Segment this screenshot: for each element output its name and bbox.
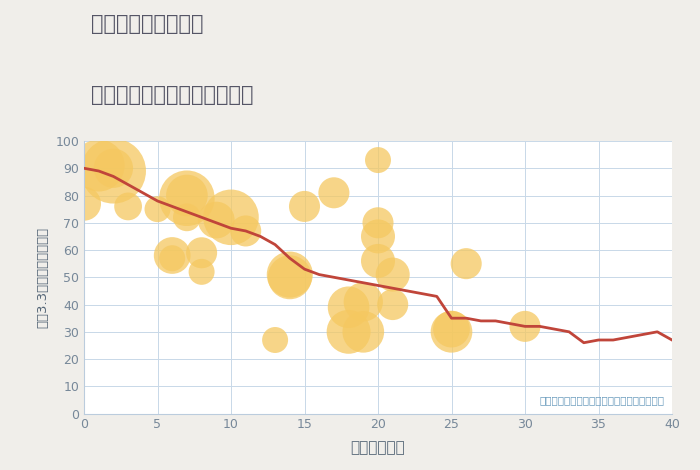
Point [196, 268, 207, 275]
Point [446, 328, 457, 336]
Point [108, 164, 119, 172]
Point [211, 216, 222, 224]
Point [372, 219, 384, 227]
Point [78, 200, 90, 207]
Point [284, 271, 295, 278]
Point [93, 162, 104, 169]
Point [270, 336, 281, 344]
Point [152, 205, 163, 213]
Text: 岐阜県可児市菅刈の: 岐阜県可児市菅刈の [91, 14, 204, 34]
Point [358, 328, 369, 336]
Point [299, 203, 310, 210]
Point [225, 213, 237, 221]
Point [328, 189, 339, 196]
X-axis label: 築年数（年）: 築年数（年） [351, 440, 405, 455]
Point [446, 325, 457, 333]
Point [167, 254, 178, 262]
Point [196, 249, 207, 257]
Point [181, 213, 193, 221]
Point [461, 260, 472, 267]
Point [387, 301, 398, 308]
Point [181, 195, 193, 202]
Text: 築年数別中古マンション価格: 築年数別中古マンション価格 [91, 85, 253, 105]
Point [343, 328, 354, 336]
Point [387, 271, 398, 278]
Point [181, 192, 193, 199]
Y-axis label: 坪（3.3㎡）単価（万円）: 坪（3.3㎡）単価（万円） [36, 227, 50, 328]
Point [122, 203, 134, 210]
Point [108, 167, 119, 175]
Point [343, 304, 354, 311]
Point [519, 322, 531, 330]
Point [284, 274, 295, 281]
Point [167, 252, 178, 259]
Point [358, 298, 369, 306]
Point [372, 233, 384, 240]
Point [240, 227, 251, 235]
Point [372, 157, 384, 164]
Text: 円の大きさは、取引のあった物件面積を示す: 円の大きさは、取引のあった物件面積を示す [540, 395, 665, 406]
Point [372, 257, 384, 265]
